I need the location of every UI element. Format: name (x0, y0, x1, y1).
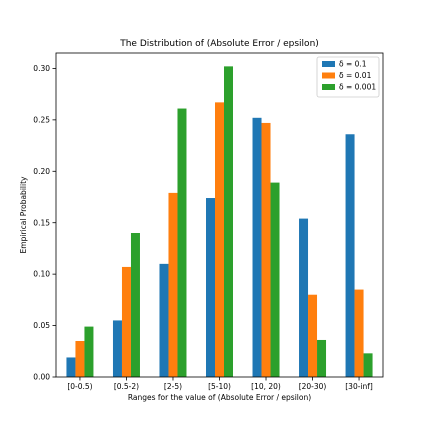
x-tick-label: [0-0.5) (67, 382, 92, 391)
legend-label: δ = 0.001 (339, 83, 376, 92)
bar (317, 339, 327, 377)
bar (66, 357, 76, 377)
y-axis-label: Empirical Probability (19, 176, 28, 253)
legend-label: δ = 0.1 (339, 60, 367, 69)
x-tick-label: [5-10) (208, 382, 231, 391)
bar (345, 134, 355, 377)
bar (261, 122, 271, 377)
y-tick-label: 0.00 (33, 373, 50, 382)
x-tick-label: [20-30) (299, 382, 327, 391)
x-tick-label: [10, 20) (251, 382, 281, 391)
bar (308, 294, 318, 377)
legend-swatch (322, 61, 335, 67)
legend: δ = 0.1 δ = 0.01 δ = 0.001 (316, 56, 380, 98)
plot-frame (55, 52, 384, 378)
x-tick-label: [0.5-2) (114, 382, 139, 391)
bar (206, 198, 215, 377)
bar (112, 320, 122, 377)
bar (177, 108, 187, 377)
bar (84, 326, 94, 377)
bar (363, 353, 373, 377)
y-tick-label: 0.25 (33, 115, 50, 124)
ticks-group: 0.00 0.05 0.10 0.15 0.20 0.25 0.30 [0-0.5) [0.5-… (33, 64, 373, 391)
x-axis-label: Ranges for the value of (Absolute Error … (128, 393, 311, 402)
chart-title: The Distribution of (Absolute Error / ep… (119, 39, 319, 49)
bar (299, 218, 309, 377)
y-tick-label: 0.15 (33, 218, 50, 227)
bar (354, 289, 364, 377)
y-tick-label: 0.20 (33, 167, 50, 176)
bar (168, 192, 178, 377)
x-tick-label: [30-inf] (345, 382, 373, 391)
bar (130, 233, 140, 377)
bar (75, 341, 85, 377)
bar (252, 117, 262, 378)
bar (224, 66, 233, 378)
bar (270, 182, 280, 377)
bar (159, 263, 169, 377)
bar (121, 266, 131, 377)
x-tick-label: [2-5) (164, 382, 182, 391)
bar (215, 102, 224, 378)
y-tick-label: 0.30 (33, 64, 50, 73)
legend-label: δ = 0.01 (339, 71, 372, 80)
legend-swatch (322, 72, 335, 79)
legend-swatch (322, 84, 335, 90)
bars-group (66, 66, 373, 378)
y-tick-label: 0.10 (33, 270, 50, 279)
y-tick-label: 0.05 (33, 321, 50, 330)
